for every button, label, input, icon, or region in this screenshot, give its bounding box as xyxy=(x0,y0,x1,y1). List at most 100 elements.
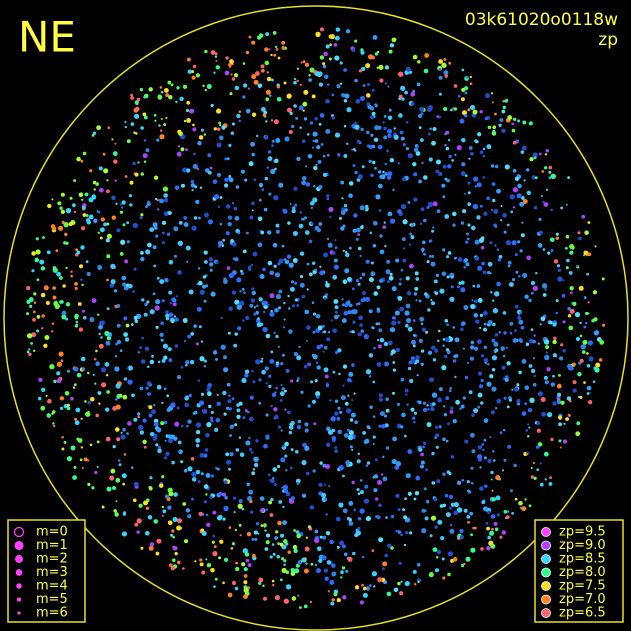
star xyxy=(382,121,385,124)
star xyxy=(365,204,369,209)
star xyxy=(159,86,163,89)
star xyxy=(487,125,492,130)
star xyxy=(490,470,494,475)
star xyxy=(251,209,254,212)
star xyxy=(134,319,138,323)
star xyxy=(50,224,56,229)
star xyxy=(73,179,76,183)
star xyxy=(444,494,449,498)
star xyxy=(236,304,242,310)
star xyxy=(509,282,514,287)
star xyxy=(137,415,140,419)
star xyxy=(91,298,97,304)
star xyxy=(266,533,270,538)
star xyxy=(524,402,528,406)
star xyxy=(429,377,434,383)
star xyxy=(380,411,385,416)
star xyxy=(149,476,153,480)
star xyxy=(281,486,284,489)
star xyxy=(41,387,46,392)
star xyxy=(68,222,73,227)
star xyxy=(244,178,248,182)
star xyxy=(123,377,127,381)
star xyxy=(156,138,160,142)
star xyxy=(510,489,513,493)
star xyxy=(187,514,192,519)
star xyxy=(354,420,358,424)
star xyxy=(147,200,150,204)
star xyxy=(283,81,287,85)
star xyxy=(333,589,338,594)
star xyxy=(341,298,344,301)
star xyxy=(168,260,174,265)
star xyxy=(399,306,405,312)
star xyxy=(479,204,483,208)
star xyxy=(514,387,519,392)
star xyxy=(188,289,194,295)
star xyxy=(518,370,522,375)
star xyxy=(241,562,246,567)
star xyxy=(560,206,564,210)
star xyxy=(361,66,366,72)
star xyxy=(474,239,480,245)
star xyxy=(296,533,302,539)
star xyxy=(470,105,475,110)
star xyxy=(431,254,435,258)
star xyxy=(388,340,393,346)
star xyxy=(482,154,486,158)
star xyxy=(92,373,95,376)
star xyxy=(262,267,266,272)
magnitude-marker xyxy=(15,555,23,563)
star xyxy=(239,290,242,293)
star xyxy=(187,57,191,62)
zp-label: zp=8.0 xyxy=(559,565,606,580)
star xyxy=(283,563,286,566)
magnitude-label: m=3 xyxy=(36,565,68,580)
star xyxy=(422,407,428,413)
star xyxy=(275,138,281,143)
star xyxy=(397,582,401,586)
star xyxy=(579,321,582,324)
star xyxy=(567,176,570,179)
star xyxy=(210,103,214,107)
star xyxy=(439,504,444,508)
star xyxy=(582,339,588,345)
star xyxy=(354,171,358,175)
star xyxy=(543,451,549,457)
star xyxy=(261,369,266,375)
star xyxy=(365,369,372,375)
star xyxy=(123,316,128,321)
star xyxy=(259,274,265,279)
star xyxy=(522,120,527,125)
star xyxy=(369,231,373,234)
star xyxy=(264,529,267,532)
star xyxy=(252,468,256,471)
star xyxy=(307,362,311,367)
star xyxy=(263,110,268,115)
star xyxy=(131,393,135,398)
star xyxy=(183,216,187,220)
star xyxy=(148,545,154,551)
star xyxy=(319,265,322,268)
star xyxy=(146,498,150,502)
star xyxy=(334,446,338,449)
star xyxy=(239,534,242,537)
star xyxy=(487,363,490,366)
star xyxy=(245,316,250,320)
star xyxy=(163,387,167,391)
star xyxy=(183,468,188,473)
star xyxy=(356,227,361,233)
star xyxy=(149,359,155,365)
star xyxy=(325,44,330,49)
star xyxy=(469,82,473,86)
star xyxy=(124,121,127,124)
star xyxy=(499,431,503,435)
star xyxy=(423,401,426,405)
star xyxy=(200,392,205,396)
star xyxy=(479,110,483,114)
star xyxy=(343,433,349,438)
star xyxy=(348,193,353,198)
star xyxy=(164,278,169,283)
star xyxy=(535,272,538,275)
star xyxy=(315,391,321,397)
